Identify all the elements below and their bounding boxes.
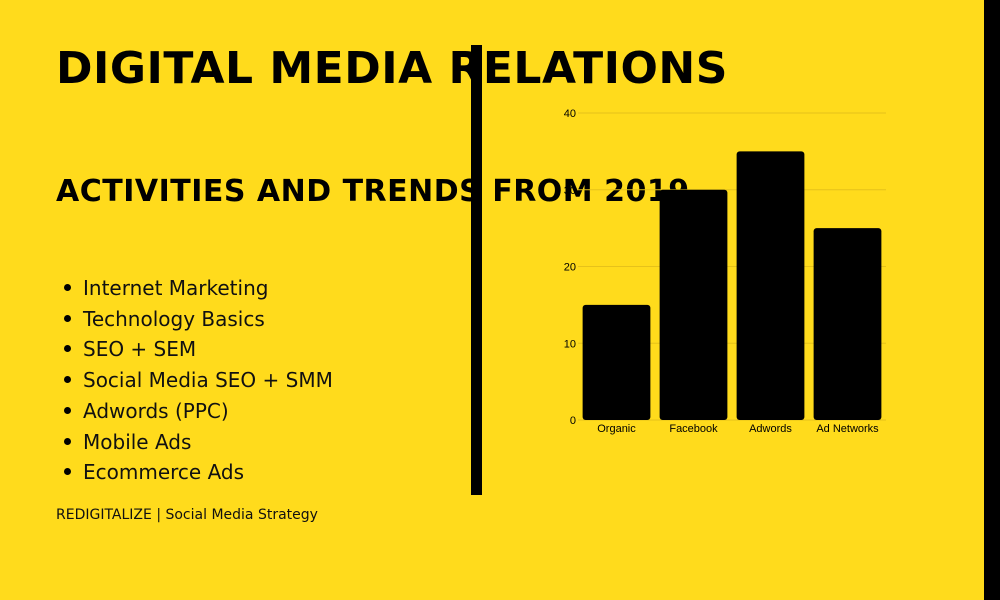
list-item-label: Internet Marketing <box>83 276 269 300</box>
x-tick-label: Facebook <box>669 423 718 435</box>
bar-organic <box>582 304 651 420</box>
x-tick-label: Organic <box>597 423 636 435</box>
bullet-icon <box>64 345 71 353</box>
page-title: DIGITAL MEDIA RELATIONS <box>56 43 728 94</box>
bullet-icon <box>64 284 71 291</box>
bullet-icon <box>64 437 71 445</box>
bar-facebook <box>659 189 728 420</box>
list-item: Social Media SEO + SMM <box>64 365 333 396</box>
bar-ad-networks <box>813 228 882 420</box>
list-item-label: Mobile Ads <box>83 429 192 454</box>
list-item-label: Ecommerce Ads <box>83 460 245 485</box>
x-tick-label: Ad Networks <box>816 423 879 435</box>
right-edge-bar <box>984 0 1000 600</box>
list-item: Adwords (PPC) <box>64 396 333 427</box>
list-item: Technology Basics <box>64 304 333 335</box>
list-item: Mobile Ads <box>64 427 333 458</box>
bullet-icon <box>64 468 71 476</box>
list-item: Ecommerce Ads <box>64 457 333 488</box>
list-item: Internet Marketing <box>64 273 333 304</box>
page-subtitle: ACTIVITIES AND TRENDS FROM 2019 <box>56 174 690 209</box>
bar-chart: 0 10 20 30 40 Organic Facebook Adwords Ad Networ… <box>564 108 886 435</box>
footer-credit: REDIGITALIZE | Social Media Strategy <box>56 507 318 523</box>
y-tick-label: 40 <box>564 108 576 120</box>
list-item-label: Social Media SEO + SMM <box>83 368 333 393</box>
y-tick-label: 30 <box>564 185 576 197</box>
y-tick-label: 0 <box>570 415 576 427</box>
bullet-icon <box>64 406 71 414</box>
list-item-label: SEO + SEM <box>83 337 197 362</box>
bar-adwords <box>736 151 805 420</box>
list-item-label: Technology Basics <box>83 306 265 331</box>
topic-list: Internet Marketing Technology Basics SEO… <box>64 273 333 488</box>
x-tick-label: Adwords <box>749 423 792 435</box>
bullet-icon <box>64 314 71 322</box>
y-tick-label: 10 <box>564 338 576 350</box>
bullet-icon <box>64 376 71 384</box>
list-item: SEO + SEM <box>64 334 333 365</box>
y-tick-label: 20 <box>564 262 576 274</box>
list-item-label: Adwords (PPC) <box>83 398 229 423</box>
vertical-divider <box>471 45 482 495</box>
